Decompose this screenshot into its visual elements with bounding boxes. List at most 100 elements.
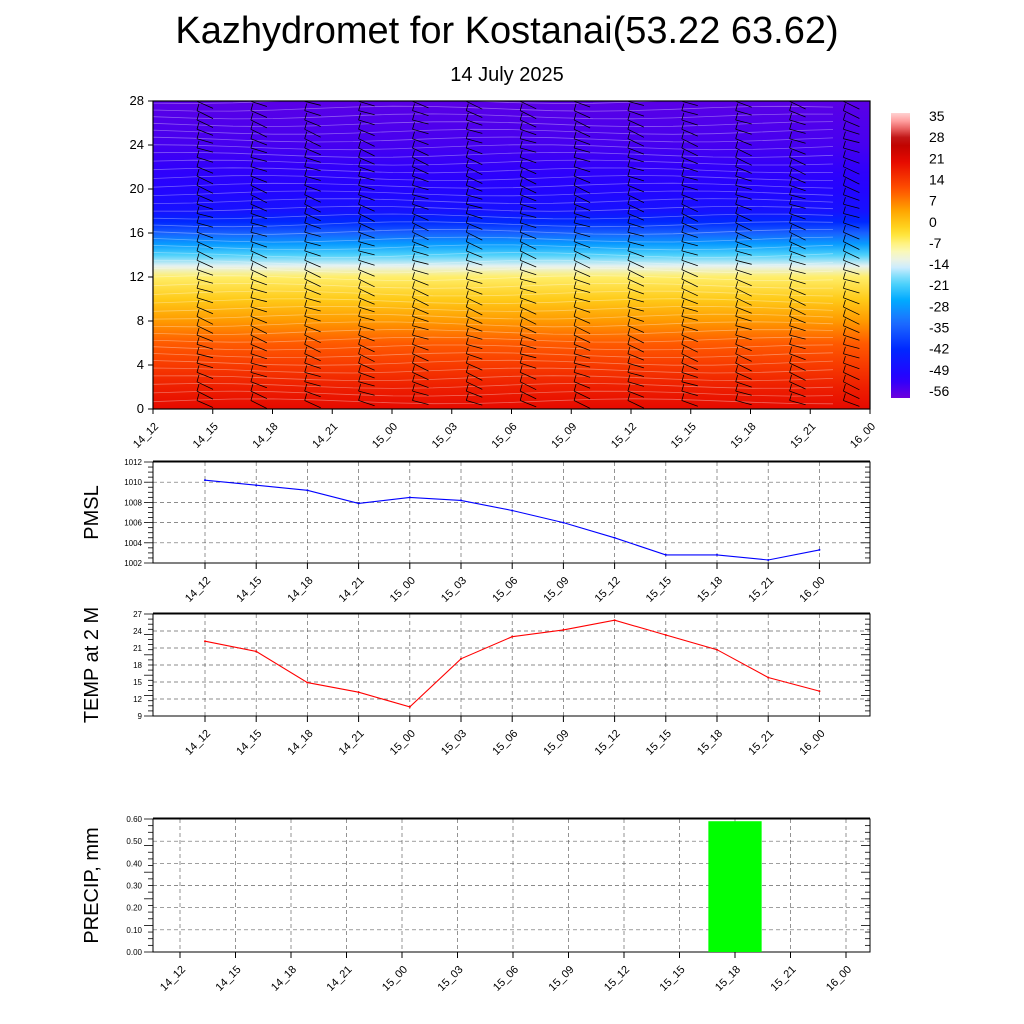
- wind-barb: [627, 271, 645, 287]
- x-tick-label: 14_21: [337, 728, 367, 758]
- wind-barb: [196, 281, 214, 293]
- x-tick-label: 15_18: [729, 421, 759, 451]
- wind-barb: [465, 365, 483, 381]
- wind-barb: [735, 225, 752, 240]
- wind-barb: [519, 309, 537, 325]
- x-tick-label: 15_06: [490, 421, 520, 451]
- wind-barb: [681, 346, 698, 362]
- wind-barb: [789, 309, 806, 324]
- temp-point: [716, 648, 718, 651]
- wind-barb: [304, 365, 321, 377]
- wind-barb: [789, 290, 806, 306]
- wind-barb: [465, 131, 483, 144]
- pmsl-point: [204, 479, 206, 482]
- wind-barb: [627, 234, 645, 247]
- x-tick-label: 15_06: [490, 575, 520, 605]
- pmsl-point: [357, 502, 360, 505]
- y-tick-label: 18: [133, 661, 142, 670]
- wind-barb: [681, 299, 698, 312]
- wind-barb: [304, 309, 321, 322]
- wind-barb: [196, 150, 214, 163]
- y-tick-label: 0.10: [126, 926, 142, 935]
- wind-barb: [573, 290, 591, 303]
- wind-barb: [304, 262, 321, 278]
- wind-barb: [519, 393, 537, 408]
- wind-barb: [735, 262, 752, 276]
- wind-barb: [358, 355, 375, 371]
- pmsl-point: [664, 553, 667, 556]
- wind-barb: [465, 290, 483, 306]
- wind-barb: [627, 215, 645, 229]
- wind-barb: [519, 112, 537, 128]
- contour-line: [153, 136, 834, 143]
- x-tick-label: 15_21: [746, 575, 776, 605]
- x-tick-label: 15_12: [593, 575, 623, 605]
- wind-barb: [627, 187, 645, 203]
- wind-barb: [681, 355, 698, 371]
- wind-barb: [735, 281, 752, 297]
- wind-barb: [250, 309, 268, 324]
- x-tick-label: 15_03: [439, 575, 469, 605]
- wind-barb: [196, 383, 214, 400]
- wind-barb: [519, 206, 537, 218]
- wind-barb: [573, 281, 591, 293]
- wind-barb: [735, 318, 752, 331]
- wind-barb: [196, 122, 214, 136]
- x-tick-label: 15_21: [746, 728, 776, 758]
- wind-barb: [519, 215, 537, 228]
- wind-barb: [519, 299, 537, 315]
- wind-barb: [196, 271, 214, 284]
- wind-barb: [250, 140, 268, 154]
- wind-barb: [681, 187, 698, 202]
- wind-barb: [573, 374, 591, 389]
- wind-barb: [304, 253, 321, 268]
- wind-barb: [304, 271, 321, 287]
- y-tick-label: 0.50: [126, 837, 142, 846]
- pmsl-point: [460, 499, 462, 502]
- wind-barb: [573, 327, 591, 343]
- x-tick-label: 14_12: [158, 964, 188, 994]
- wind-barb: [843, 168, 860, 185]
- wind-barb: [250, 122, 268, 138]
- wind-barb: [465, 112, 483, 126]
- wind-barb: [519, 365, 537, 380]
- wind-barb: [358, 309, 375, 321]
- y-tick-label: 0.40: [126, 859, 142, 868]
- wind-barb: [358, 178, 375, 191]
- wind-barb: [627, 243, 645, 258]
- wind-barb: [412, 103, 429, 116]
- wind-barb: [843, 355, 860, 370]
- wind-barb: [573, 393, 591, 409]
- y-axis-label: TEMP at 2 M: [81, 607, 103, 723]
- x-tick-label: 15_03: [439, 728, 469, 758]
- wind-barb: [519, 122, 537, 136]
- contour-line: [153, 359, 834, 366]
- x-tick-label: 14_15: [234, 728, 264, 758]
- contour-line: [153, 221, 834, 228]
- wind-barb: [304, 234, 321, 247]
- wind-barb: [627, 140, 645, 155]
- wind-barb: [250, 243, 268, 259]
- wind-barb: [573, 262, 591, 277]
- wind-barb: [735, 150, 752, 166]
- contour-line: [153, 390, 834, 397]
- wind-barb: [735, 327, 752, 341]
- wind-barb: [627, 374, 645, 387]
- wind-barb: [250, 225, 268, 237]
- y-tick-label: 0: [137, 401, 144, 416]
- x-tick-label: 15_21: [769, 964, 799, 994]
- contour-line: [153, 290, 834, 297]
- wind-barb: [627, 168, 645, 182]
- wind-barb: [412, 365, 429, 381]
- y-tick-label: 24: [130, 137, 144, 152]
- x-tick-label: 15_15: [644, 575, 674, 605]
- wind-barb: [358, 215, 375, 231]
- wind-barb: [843, 290, 860, 305]
- contour-line: [153, 336, 834, 343]
- wind-barb: [465, 299, 483, 316]
- panel-frame: [152, 461, 871, 564]
- temp-point: [204, 640, 206, 643]
- y-axis-label: PRECIP, mm: [81, 827, 103, 943]
- wind-barb: [519, 262, 537, 276]
